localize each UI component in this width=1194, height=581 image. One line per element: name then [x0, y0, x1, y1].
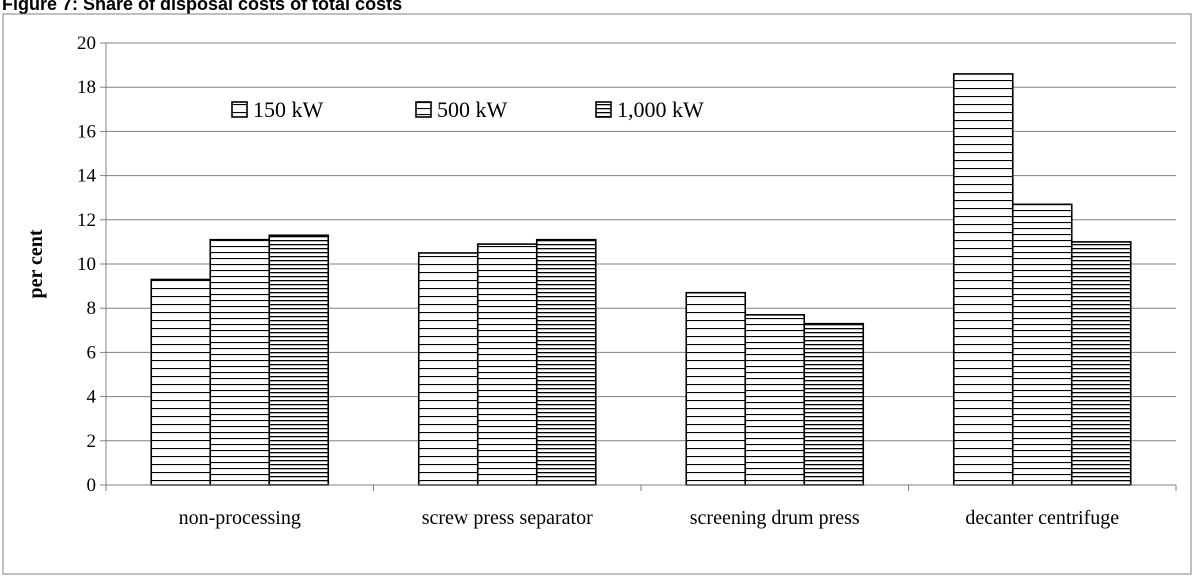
bar [268, 234, 330, 486]
bar [535, 238, 597, 486]
bars [150, 73, 1132, 486]
y-tick-label: 2 [87, 431, 97, 452]
y-tick-label: 8 [87, 298, 97, 319]
bar [744, 314, 806, 486]
y-tick-label: 4 [87, 387, 97, 408]
y-tick-label: 16 [77, 121, 96, 142]
x-axis-labels: non-processing screw press separator scree… [179, 507, 1120, 529]
y-tick-label: 20 [77, 33, 96, 54]
y-tick-label: 0 [87, 475, 97, 496]
axes [105, 43, 1177, 491]
bar [476, 243, 538, 486]
legend-label: 1,000 kW [617, 97, 704, 122]
x-tick-label: screening drum press [690, 507, 860, 529]
legend-swatch [595, 101, 612, 118]
legend-label: 500 kW [437, 97, 508, 122]
bar [209, 238, 271, 486]
bar [150, 278, 212, 486]
y-tick-label: 12 [77, 210, 96, 231]
bar [1011, 203, 1073, 486]
chart-title: Figure 7: Share of disposal costs of tot… [2, 0, 402, 14]
chart-frame [2, 13, 1192, 575]
x-tick-label: screw press separator [422, 507, 593, 529]
legend-swatch [231, 101, 248, 118]
bar [1070, 241, 1132, 486]
y-tick-label: 6 [87, 342, 97, 363]
x-tick-label: decanter centrifuge [965, 507, 1119, 529]
y-tick-label: 10 [77, 254, 96, 275]
x-tick-label: non-processing [179, 507, 301, 529]
bar [952, 73, 1014, 486]
y-tick-label: 18 [77, 77, 96, 98]
legend-label: 150 kW [253, 97, 324, 122]
legend-swatch [415, 101, 432, 118]
bar [803, 322, 865, 486]
y-axis-ticks: 0 2 4 6 8 10 12 14 16 18 20 [77, 33, 106, 496]
bar [417, 252, 479, 486]
y-tick-label: 14 [77, 166, 97, 187]
bar [685, 291, 747, 486]
y-axis-label: per cent [25, 229, 47, 298]
legend: 150 kW 500 kW 1,000 kW [231, 97, 704, 122]
